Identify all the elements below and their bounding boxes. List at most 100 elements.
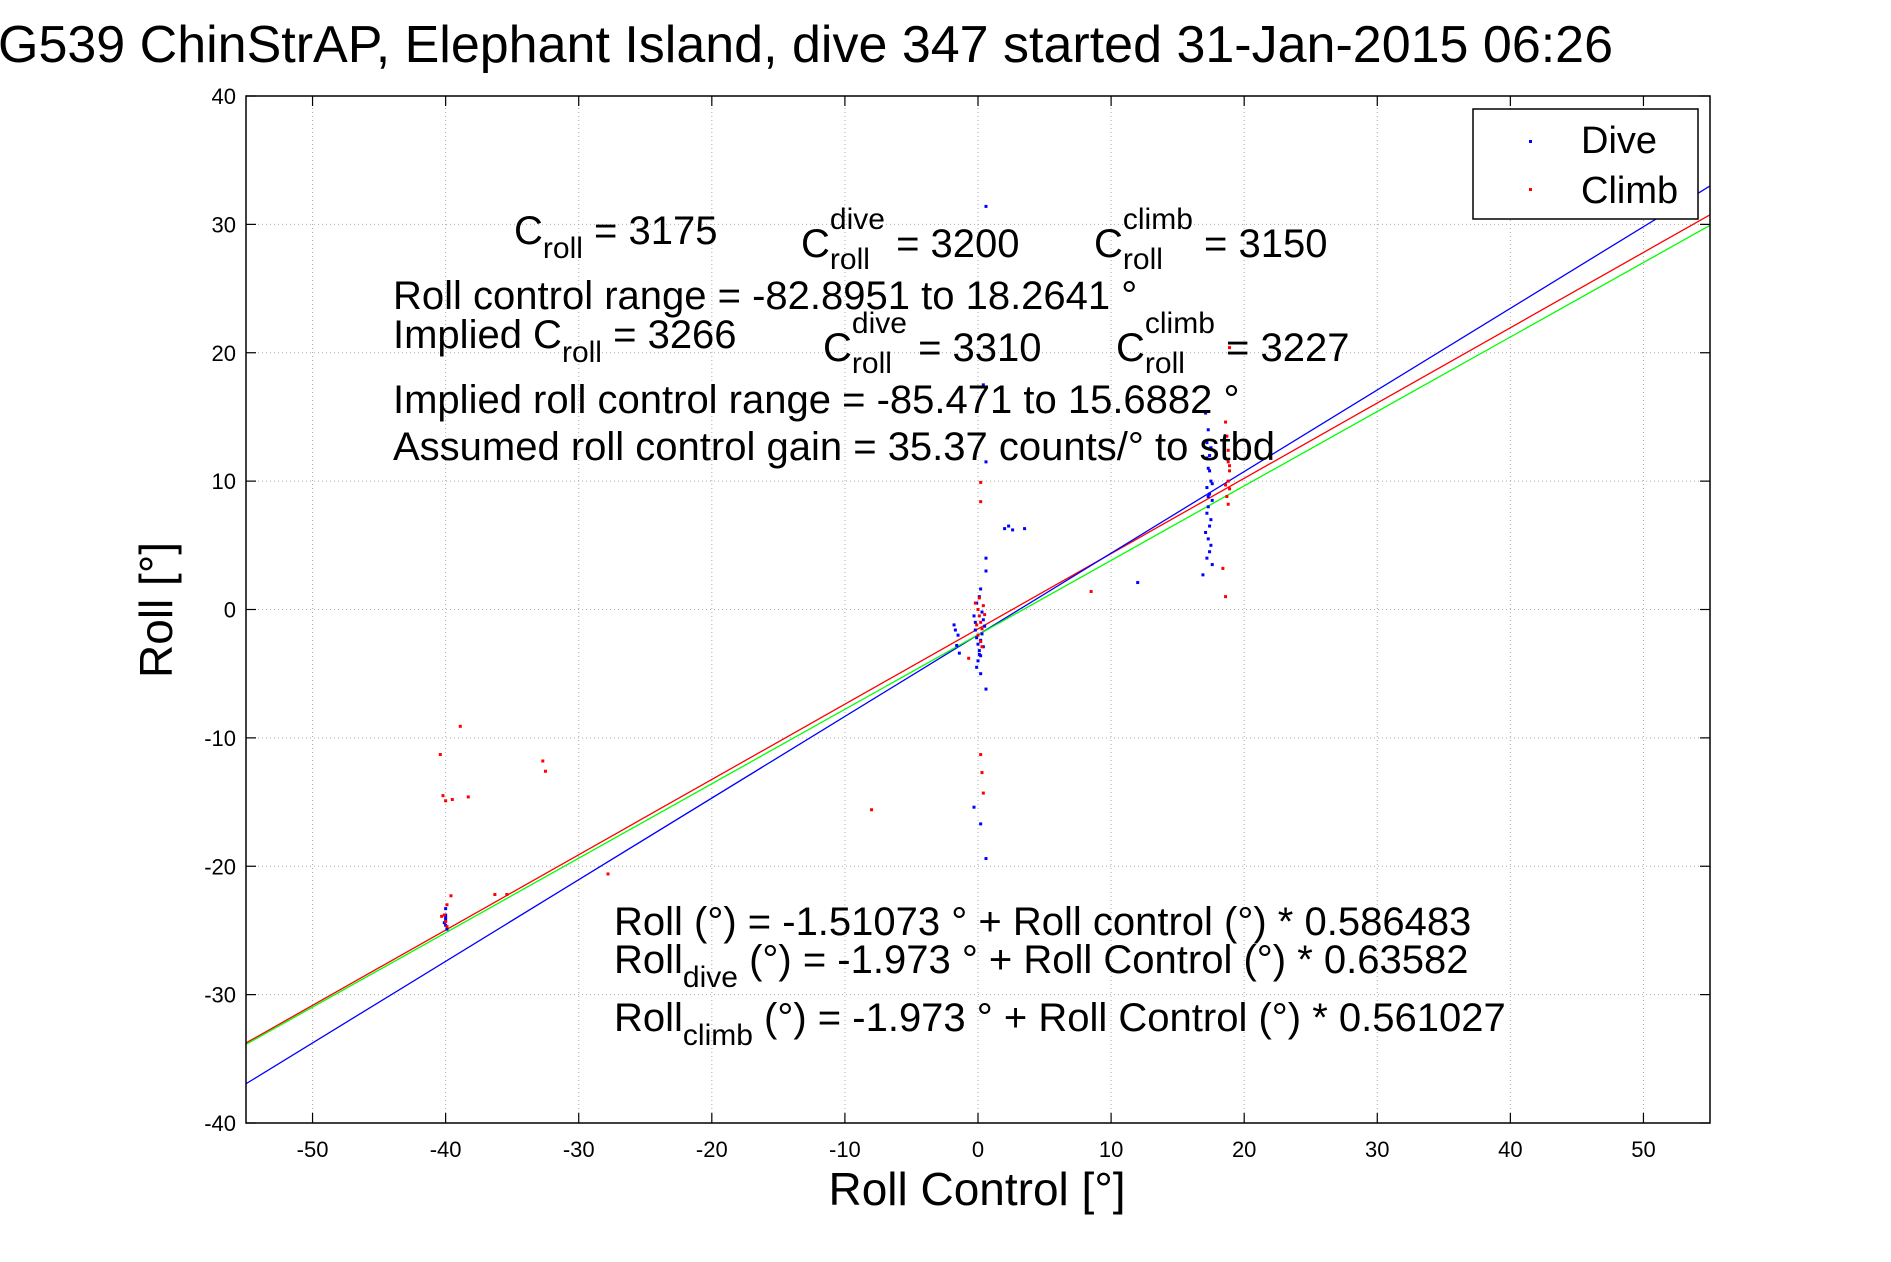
data-point-climb [1089, 590, 1093, 594]
data-point-climb [977, 596, 981, 600]
implied-c-dive-value: = 3310 [918, 326, 1042, 370]
c-roll-value: = 3175 [594, 209, 718, 253]
implied-c-climb-superscript: climb [1144, 307, 1215, 340]
c-dive-scripts: dive roll [830, 205, 885, 275]
legend: Dive Climb [1472, 108, 1699, 220]
data-point-climb [1224, 483, 1228, 487]
data-point-dive [984, 204, 988, 208]
data-point-dive [980, 610, 984, 614]
tick-labels: -50 -40 -30 -20 -10 0 10 20 30 40 50 -40 -30 -20 -10 0 1… [204, 84, 1655, 1162]
y-tick-label: 10 [212, 469, 236, 494]
implied-c-value: = 3266 [613, 313, 737, 357]
c-dive-value: = 3200 [896, 222, 1020, 266]
c-climb-superscript: climb [1122, 203, 1193, 236]
data-point-dive [983, 624, 987, 628]
fit-line-Roll [245, 214, 1711, 1044]
data-point-dive [1003, 527, 1007, 531]
series-climb [438, 346, 1232, 929]
data-point-climb [1228, 487, 1232, 491]
data-point-dive [977, 649, 981, 653]
c-climb-value: = 3150 [1204, 222, 1328, 266]
data-point-dive [1209, 543, 1213, 547]
y-tick-label: 30 [212, 212, 236, 237]
x-tick-label: 10 [1099, 1137, 1123, 1162]
data-point-dive [1023, 527, 1027, 531]
data-point-climb [1224, 595, 1228, 599]
data-point-climb [980, 645, 984, 649]
c-dive-symbol: C [801, 222, 830, 266]
eq-climb-subscript: climb [682, 1019, 753, 1052]
c-climb-symbol: C [1094, 222, 1123, 266]
y-tick-label: 40 [212, 84, 236, 109]
data-point-climb [1228, 346, 1232, 350]
data-point-climb [975, 623, 979, 627]
x-axis-label: Roll Control [°] [828, 1163, 1125, 1215]
data-point-climb [979, 640, 983, 644]
data-point-dive [973, 620, 977, 624]
data-point-climb [543, 769, 547, 773]
data-point-dive [980, 632, 984, 636]
c-dive-superscript: dive [829, 203, 885, 236]
x-tick-label: 30 [1365, 1137, 1389, 1162]
data-point-climb [979, 620, 983, 624]
data-point-dive [1205, 456, 1209, 460]
plot-area: -50 -40 -30 -20 -10 0 10 20 30 40 50 -40 -30 -20 -10 0 1… [204, 84, 1711, 1162]
data-point-dive [1206, 428, 1210, 432]
c-roll-subscript: roll [542, 232, 583, 265]
data-point-climb [1226, 460, 1230, 464]
data-point-climb [444, 919, 448, 923]
data-point-climb [444, 799, 448, 803]
data-point-climb [981, 791, 985, 795]
data-point-climb [438, 753, 442, 757]
implied-range-annotation: Implied roll control range = -85.471 to … [393, 378, 1240, 422]
data-point-climb [441, 794, 445, 798]
implied-c-climb-value: = 3227 [1226, 326, 1350, 370]
fit-equation-roll: Roll (°) = -1.51073 ° + Roll control (°)… [614, 900, 1472, 944]
implied-c-climb-symbol: C [1116, 326, 1145, 370]
data-point-dive [972, 805, 976, 809]
c-climb-subscript: roll [1122, 243, 1163, 276]
implied-c-roll-annotation: Implied Croll = 3266 [393, 315, 737, 368]
y-tick-label: -30 [204, 983, 236, 1008]
data-point-dive [1208, 492, 1212, 496]
data-point-climb [976, 608, 980, 611]
data-point-climb [1226, 479, 1230, 483]
data-point-dive [1208, 524, 1212, 528]
data-point-dive [984, 857, 988, 861]
x-tick-label: 40 [1498, 1137, 1522, 1162]
eq-dive-symbol: Roll [614, 938, 683, 982]
data-point-dive [975, 665, 979, 669]
data-point-dive [1209, 518, 1213, 522]
data-point-climb [445, 903, 449, 907]
data-point-dive [976, 659, 980, 663]
data-point-dive [1210, 563, 1214, 567]
data-point-dive [1136, 581, 1140, 585]
data-point-dive [957, 651, 961, 655]
data-point-dive [1208, 550, 1212, 554]
x-tick-label: 20 [1232, 1137, 1256, 1162]
eq-dive-rest: (°) = -1.973 ° + Roll Control (°) * 0.63… [737, 938, 1469, 982]
legend-box [1472, 108, 1699, 220]
data-point-climb [541, 759, 545, 763]
eq-climb-symbol: Roll [614, 996, 683, 1040]
data-point-dive [1204, 530, 1208, 534]
data-point-dive [1205, 441, 1209, 445]
data-point-climb [505, 892, 509, 896]
x-tick-label: -10 [829, 1137, 861, 1162]
data-point-dive [955, 643, 959, 647]
data-point-dive [984, 687, 988, 691]
eq-dive-subscript: dive [682, 961, 738, 994]
data-point-climb [1228, 464, 1232, 468]
data-point-dive [979, 587, 983, 591]
data-point-dive [1204, 411, 1208, 415]
c-climb-scripts: climb roll [1123, 205, 1193, 275]
data-point-dive [1011, 528, 1015, 532]
data-point-dive [444, 916, 448, 920]
legend-marker-climb [1529, 188, 1532, 191]
y-tick-label: -10 [204, 726, 236, 751]
fit-equation-dive: Rolldive (°) = -1.973 ° + Roll Control (… [614, 940, 1469, 993]
x-tick-label: 0 [972, 1137, 984, 1162]
x-tick-label: 50 [1631, 1137, 1655, 1162]
